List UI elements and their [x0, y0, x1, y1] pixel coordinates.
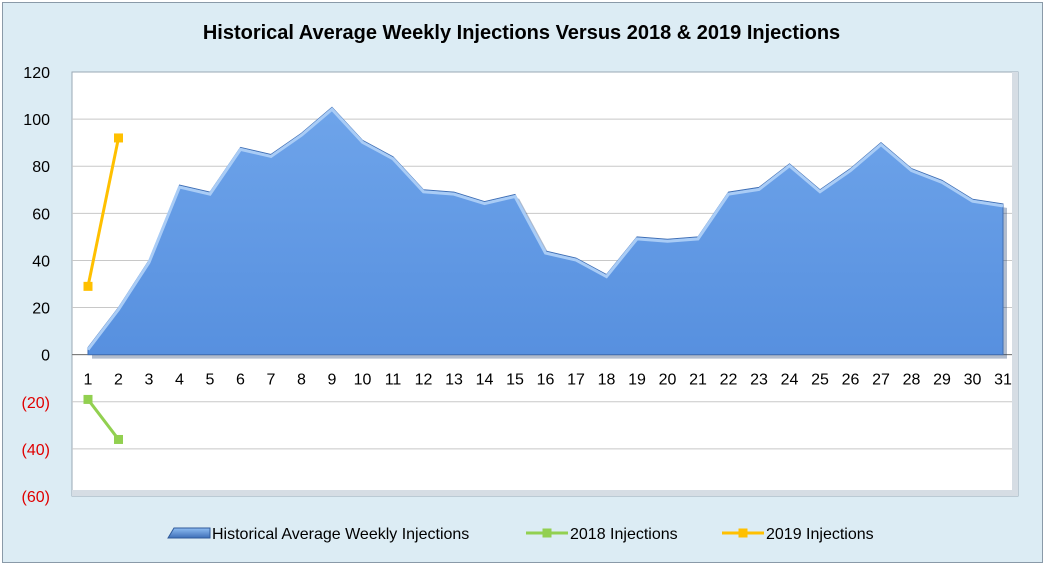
y-tick-label: 80	[32, 159, 50, 176]
x-tick-label: 2	[114, 372, 123, 389]
x-tick-label: 9	[328, 372, 337, 389]
x-tick-label: 30	[964, 372, 982, 389]
plot-bevel-bottom	[72, 490, 1018, 496]
y-tick-label: 120	[23, 65, 50, 82]
y-tick-label: 60	[32, 206, 50, 223]
x-tick-label: 19	[628, 372, 646, 389]
chart-title: Historical Average Weekly Injections Ver…	[202, 22, 841, 44]
x-tick-label: 28	[903, 372, 921, 389]
x-tick-label: 12	[415, 372, 433, 389]
legend-swatch-marker-1	[542, 528, 552, 538]
x-tick-label: 20	[659, 372, 677, 389]
x-tick-label: 21	[689, 372, 707, 389]
x-tick-label: 7	[267, 372, 276, 389]
y-tick-label: 20	[32, 301, 50, 318]
x-tick-label: 1	[84, 372, 93, 389]
x-tick-label: 23	[750, 372, 768, 389]
x-tick-label: 8	[297, 372, 306, 389]
y-tick-label: (40)	[22, 442, 50, 459]
x-tick-label: 10	[354, 372, 372, 389]
series-line-1	[86, 398, 120, 441]
series-marker-2	[83, 281, 93, 291]
series-marker-1	[83, 394, 93, 404]
x-tick-label: 6	[236, 372, 245, 389]
y-tick-label: (20)	[22, 395, 50, 412]
historical-area-highlight	[86, 107, 1004, 351]
x-tick-label: 15	[506, 372, 524, 389]
series-line-2	[86, 137, 120, 287]
legend-swatch-historical	[167, 527, 211, 539]
x-tick-label: 31	[994, 372, 1012, 389]
x-tick-label: 5	[206, 372, 215, 389]
legend-label: Historical Average Weekly Injections	[212, 526, 469, 543]
y-tick-label: 40	[32, 253, 50, 270]
plot-bevel-right	[1012, 72, 1018, 496]
x-tick-label: 17	[567, 372, 585, 389]
x-tick-label: 18	[598, 372, 616, 389]
x-tick-label: 14	[476, 372, 494, 389]
x-tick-label: 16	[537, 372, 555, 389]
x-tick-label: 24	[781, 372, 799, 389]
y-tick-label: 100	[23, 112, 50, 129]
x-tick-label: 13	[445, 372, 463, 389]
y-tick-label: 0	[41, 348, 50, 365]
legend-label: 2018 Injections	[570, 526, 678, 543]
x-tick-label: 26	[842, 372, 860, 389]
series-marker-1	[114, 434, 123, 444]
legend-swatch-marker-2	[738, 528, 748, 538]
series-marker-2	[114, 133, 123, 143]
x-tick-label: 11	[385, 372, 402, 389]
x-tick-label: 4	[175, 372, 184, 389]
x-tick-label: 3	[145, 372, 154, 389]
legend-label: 2019 Injections	[766, 526, 874, 543]
x-tick-label: 27	[872, 372, 890, 389]
x-tick-label: 22	[720, 372, 738, 389]
y-tick-label: (60)	[22, 489, 50, 506]
x-tick-label: 25	[811, 372, 829, 389]
x-tick-label: 29	[933, 372, 951, 389]
